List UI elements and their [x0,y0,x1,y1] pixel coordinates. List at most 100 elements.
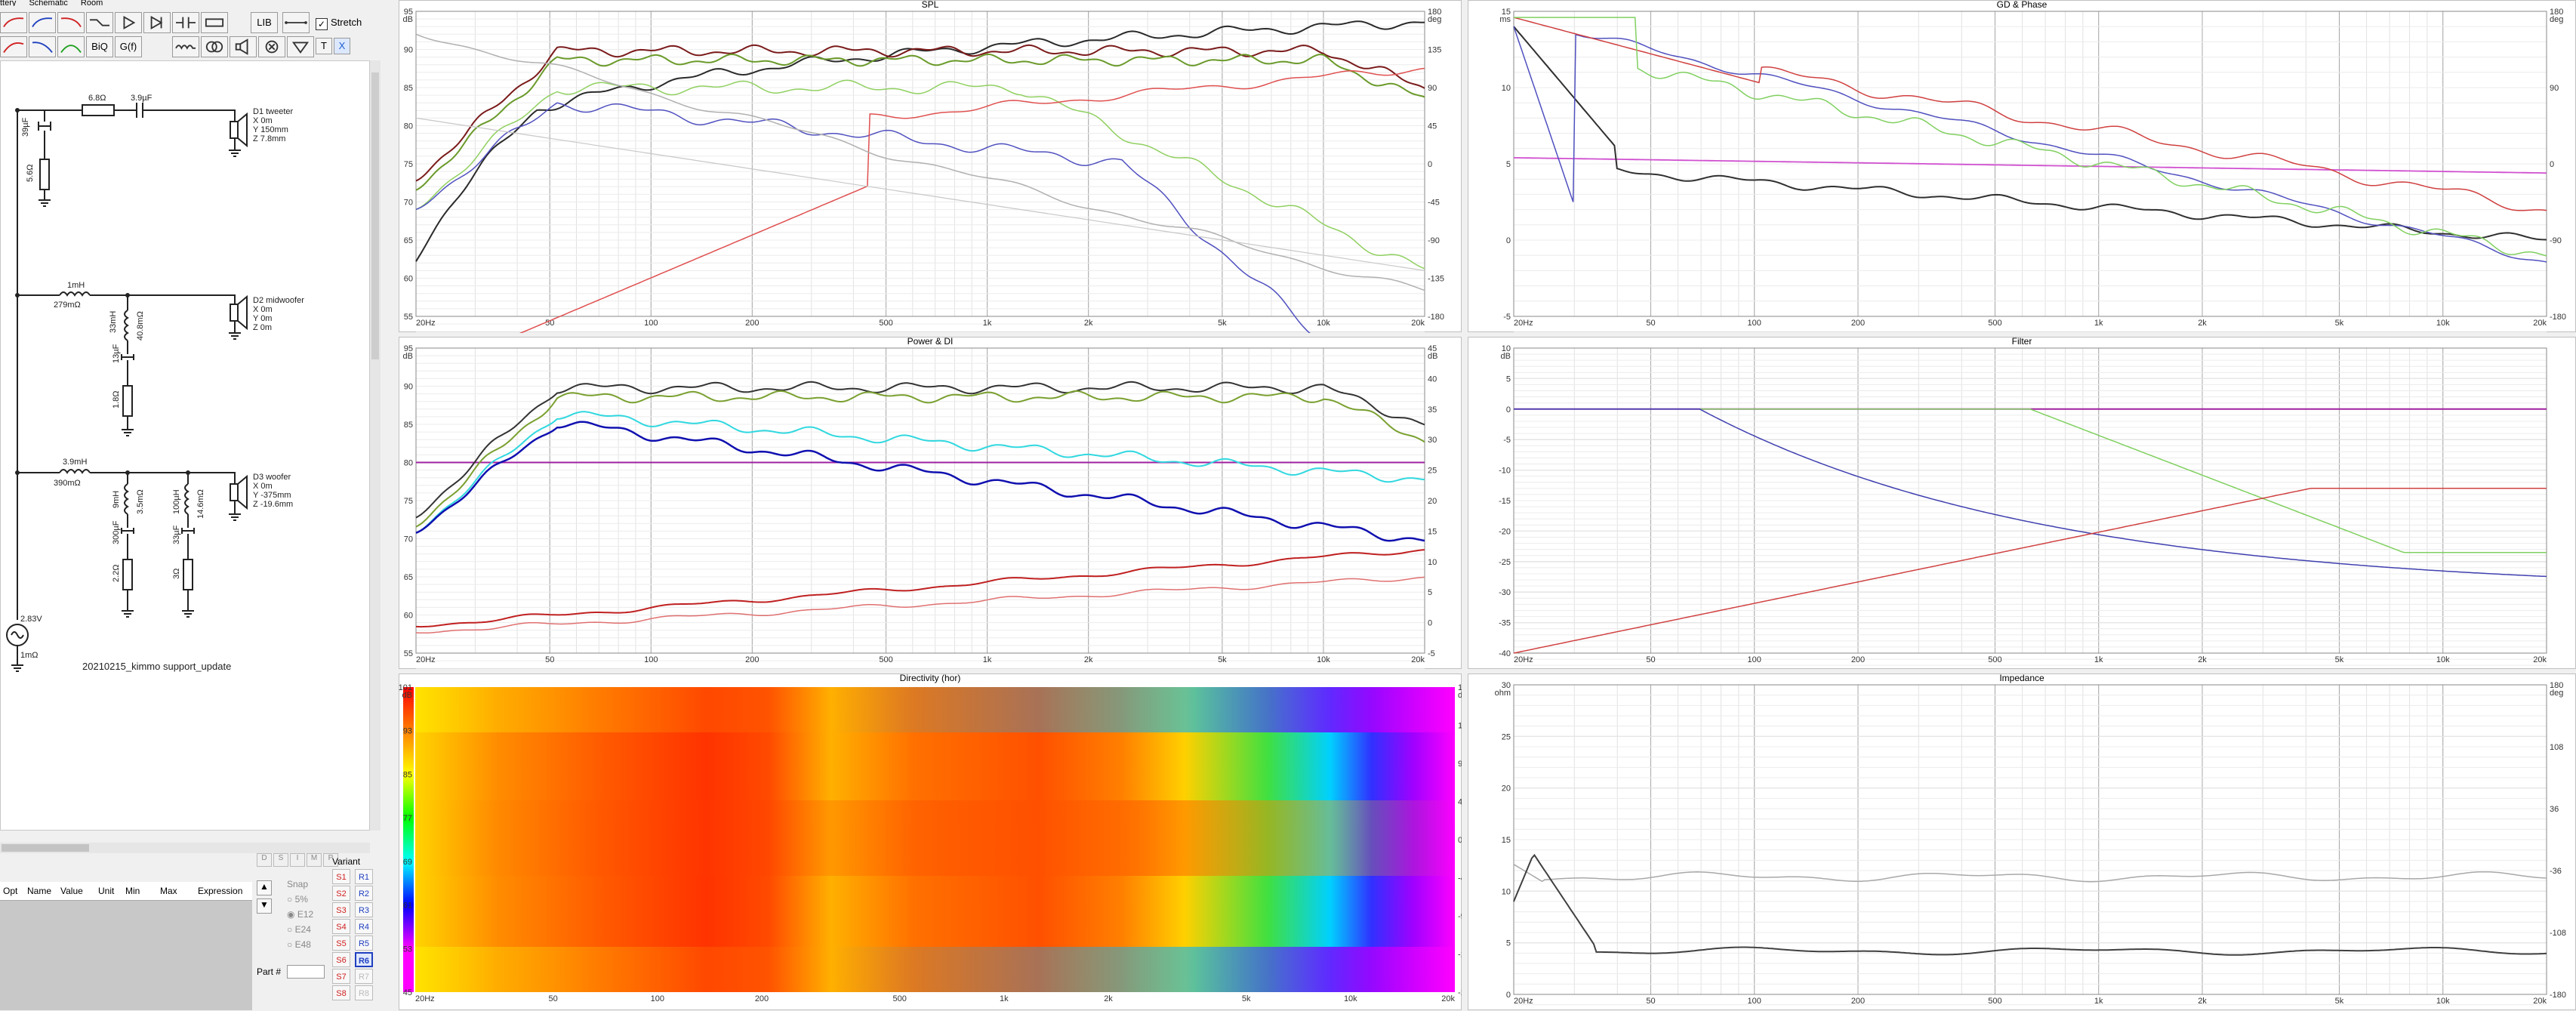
menu-item-room[interactable]: Room [80,0,103,6]
parameter-table[interactable]: Opt Name Value Unit Min Max Expression [0,882,252,1010]
menu-item-schematic[interactable]: Schematic [29,0,68,6]
capacitor-icon-button[interactable] [172,12,199,33]
snap-option-e12[interactable]: ◉ E12 [287,909,314,920]
c2-value[interactable]: 39µF [21,117,30,137]
mini-m-button[interactable]: M [307,853,322,867]
snap-option-5[interactable]: ○ 5% [287,894,308,905]
mini-s-button[interactable]: S [273,853,288,867]
variant-s1-button[interactable]: S1 [332,869,350,884]
part-number-input[interactable] [287,965,325,979]
variant-r3-button[interactable]: R3 [355,902,373,917]
l3-value[interactable]: 3.9mH [63,458,87,467]
lowpass-red-button[interactable] [57,12,85,33]
c1-value[interactable]: 3.9µF [131,94,153,103]
snap-option-e48[interactable]: ○ E48 [287,939,311,950]
lib-button[interactable]: LIB [251,12,278,33]
mini-p-button[interactable]: P [323,853,338,867]
variant-r6-button[interactable]: R6 [355,952,373,967]
c5-value[interactable]: 33µF [172,525,181,544]
r1-value[interactable]: 6.8Ω [88,94,106,103]
biq-button[interactable]: BiQ [86,36,113,57]
inductor-icon-button[interactable] [172,36,199,57]
l1-value[interactable]: 1mH [67,281,85,290]
variant-r7-button[interactable]: R7 [355,969,373,984]
variant-s4-button[interactable]: S4 [332,919,350,934]
source-voltage[interactable]: 2.83V [20,615,42,624]
gf-button[interactable]: G(f) [115,36,142,57]
schematic-vertical-scrollbar[interactable] [370,60,381,831]
l2-value[interactable]: 33mH [109,311,118,333]
r4-value[interactable]: 2.2Ω [112,564,121,582]
snap-option-e24[interactable]: ○ E24 [287,924,311,935]
highpass-curve-red-button[interactable] [0,36,27,57]
variant-r8-button[interactable]: R8 [355,985,373,1000]
c4-value[interactable]: 300µF [112,520,121,544]
variant-s5-button[interactable]: S5 [332,935,350,951]
resistor-icon-button[interactable] [201,12,228,33]
filter-graph[interactable]: Filter 10 5 0 -5 -10 -15 -20 -25 -30 -35 -40 20Hz 50… [1468,336,2576,669]
variant-s3-button[interactable]: S3 [332,902,350,917]
l2r-value[interactable]: 40.8mΩ [136,311,145,341]
variant-s7-button[interactable]: S7 [332,969,350,984]
variant-s2-button[interactable]: S2 [332,886,350,901]
l5r-value[interactable]: 14.6mΩ [196,489,205,519]
col-max[interactable]: Max [160,886,177,896]
buffer-icon-button[interactable] [143,12,171,33]
r2-value[interactable]: 5.6Ω [26,164,35,182]
col-min[interactable]: Min [125,886,140,896]
tweeter-name[interactable]: D1 tweeter [253,107,294,116]
col-value[interactable]: Value [60,886,83,896]
arrow-up-button[interactable]: ▲ [257,880,272,895]
r5-value[interactable]: 3Ω [172,569,181,579]
x-button[interactable]: X [334,38,350,54]
col-name[interactable]: Name [27,886,52,896]
source-resistance[interactable]: 1mΩ [20,651,39,660]
l4-value[interactable]: 9mH [112,491,121,508]
transformer-icon-button[interactable] [201,36,228,57]
l3r-value[interactable]: 390mΩ [54,479,81,488]
triangle-down-icon-button[interactable] [287,36,314,57]
y-tick-label: 60 [404,275,413,284]
power-di-graph[interactable]: Power & DI 95 90 85 80 75 70 65 60 55 45 40 35 30 25 2… [399,336,1462,669]
spl-graph[interactable]: SPL 95 90 85 80 75 70 65 60 55 180 135 90 45 0 -45 -90 -… [399,0,1462,333]
l4r-value[interactable]: 3.5mΩ [136,489,145,514]
arrow-down-button[interactable]: ▼ [257,898,272,914]
bandpass-icon-button[interactable] [86,12,113,33]
schematic-canvas[interactable]: 6.8Ω 3.9µF 39µF 5.6Ω 1mH 279mΩ 33mH 40.8… [0,60,370,831]
l5-value[interactable]: 100µH [172,489,181,514]
r3-value[interactable]: 1.8Ω [112,390,121,408]
variant-r4-button[interactable]: R4 [355,919,373,934]
mini-i-button[interactable]: I [290,853,305,867]
col-expression[interactable]: Expression [198,886,243,896]
variant-r1-button[interactable]: R1 [355,869,373,884]
gd-phase-graph[interactable]: GD & Phase 15 10 5 0 -5 180 90 0 -90 -180 20Hz 50 10… [1468,0,2576,332]
col-unit[interactable]: Unit [98,886,115,896]
col-opt[interactable]: Opt [3,886,18,896]
vertical-scroll-thumb[interactable] [371,72,379,359]
schematic-horizontal-scrollbar[interactable] [0,843,370,853]
lowpass-curve-blue-button[interactable] [29,36,56,57]
l1r-value[interactable]: 279mΩ [54,301,81,310]
variant-r5-button[interactable]: R5 [355,935,373,951]
highpass-blue-button[interactable] [29,12,56,33]
driver-icon-button[interactable] [230,36,257,57]
variant-s8-button[interactable]: S8 [332,985,350,1000]
menu-item-battery[interactable]: ttery [0,0,17,6]
play-icon-button[interactable] [115,12,142,33]
midwoofer-name[interactable]: D2 midwoofer [253,296,304,305]
variant-r2-button[interactable]: R2 [355,886,373,901]
schematic-title[interactable]: 20210215_kimmo support_update [82,661,231,672]
c3-value[interactable]: 13µF [112,344,121,363]
impedance-graph[interactable]: Impedance 30 25 20 15 10 5 0 180 108 36 -36 -108 -18… [1468,673,2576,1010]
line-icon-button[interactable] [282,12,310,33]
woofer-name[interactable]: D3 woofer [253,473,291,482]
horizontal-scroll-thumb[interactable] [2,844,89,852]
summing-icon-button[interactable] [258,36,285,57]
mini-d-button[interactable]: D [257,853,272,867]
stretch-checkbox[interactable]: ✓ Stretch [316,15,362,30]
t-button[interactable]: T [316,38,332,54]
highpass-red-button[interactable] [0,12,27,33]
variant-s6-button[interactable]: S6 [332,952,350,967]
bandpass-green-button[interactable] [57,36,85,57]
y-tick-label: 25 [1502,732,1511,741]
